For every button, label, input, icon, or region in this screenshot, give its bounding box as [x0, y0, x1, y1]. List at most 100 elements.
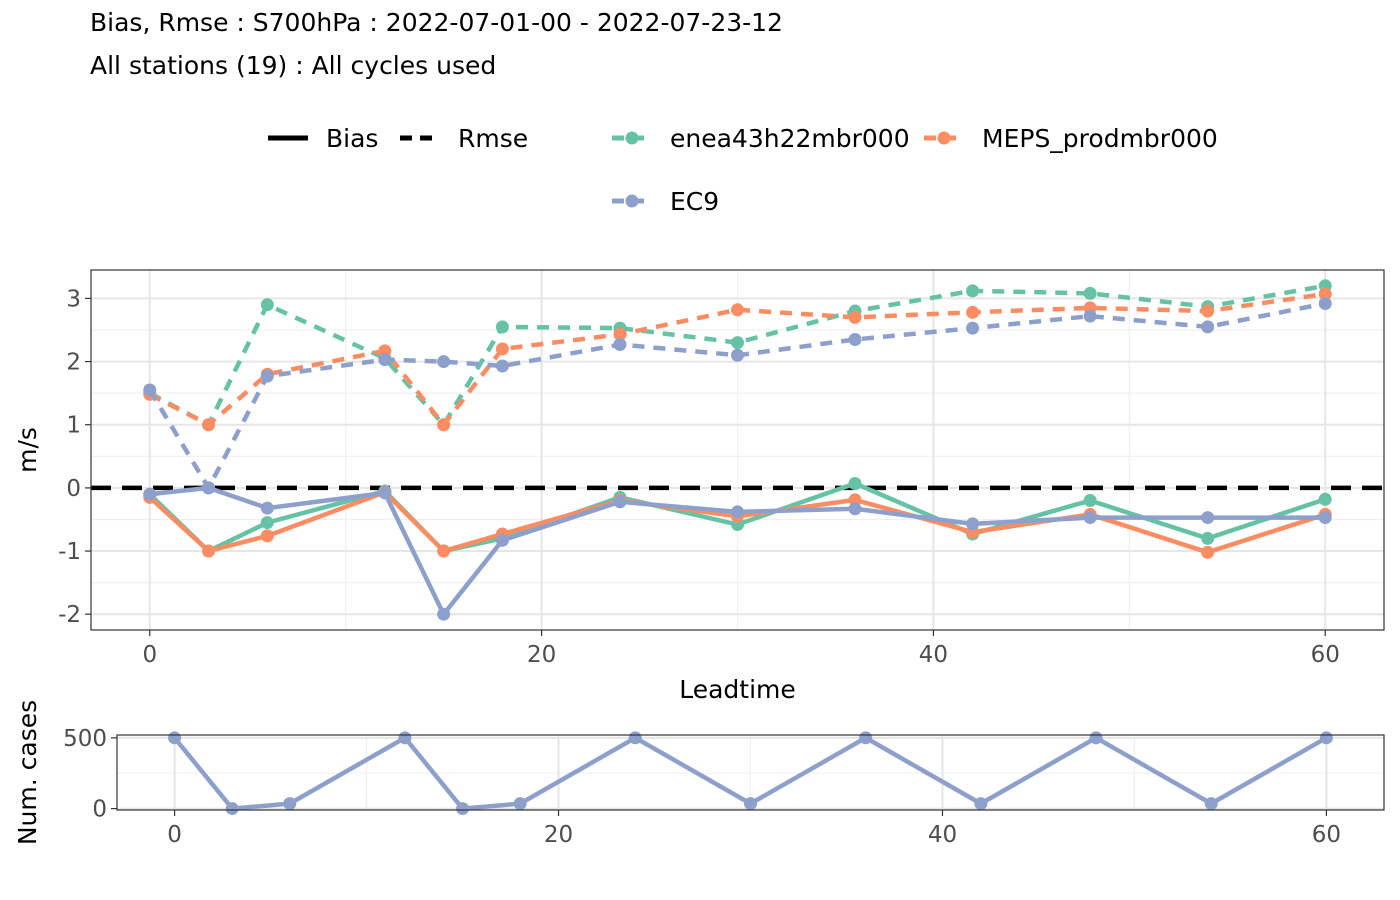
data-point — [731, 348, 744, 362]
data-point — [731, 303, 744, 317]
data-point — [260, 298, 274, 312]
data-point — [202, 544, 216, 558]
data-point — [456, 802, 470, 816]
y-tick-label: 1 — [66, 413, 81, 439]
data-point — [260, 501, 274, 515]
data-point — [437, 355, 451, 369]
data-point — [495, 342, 509, 356]
legend-marker-enea43h22mbr000 — [625, 131, 639, 145]
x-tick-label: 60 — [1311, 642, 1340, 668]
data-point — [1201, 531, 1215, 545]
data-point — [1083, 511, 1097, 525]
data-point — [260, 529, 274, 543]
panel-border — [90, 269, 1385, 631]
data-point — [1319, 731, 1333, 745]
y-tick-label: 3 — [66, 286, 81, 312]
data-point — [744, 797, 757, 811]
x-tick-label: 60 — [1312, 822, 1341, 848]
chart-panel-num-cases: 0 20 40 60 0 500 Num. cases — [13, 700, 1385, 848]
x-axis-label: Leadtime — [679, 675, 796, 704]
y-axis-label: Num. cases — [13, 700, 42, 845]
data-point — [966, 321, 980, 335]
data-point — [495, 320, 509, 334]
data-point — [1201, 511, 1215, 525]
x-tick-label: 20 — [544, 822, 573, 848]
data-point — [1318, 492, 1332, 506]
data-point — [513, 797, 527, 811]
legend-item-rmse: Rmse — [400, 124, 528, 153]
data-point — [966, 517, 980, 531]
y-axis-label: m/s — [13, 427, 42, 473]
data-point — [1318, 296, 1332, 310]
data-point — [613, 495, 627, 509]
data-point — [613, 338, 627, 352]
y-tick-label: -2 — [58, 602, 81, 628]
data-point — [848, 502, 862, 516]
data-point — [143, 383, 157, 397]
data-point — [731, 505, 744, 519]
data-point — [731, 336, 744, 350]
chart-subtitle: All stations (19) : All cycles used — [90, 51, 497, 80]
data-point — [398, 731, 412, 745]
panel-border — [116, 734, 1385, 811]
data-point — [966, 284, 980, 298]
data-point — [260, 369, 274, 383]
data-point — [1083, 309, 1097, 323]
data-point — [1083, 494, 1097, 508]
x-tick-label: 40 — [928, 822, 957, 848]
data-point — [495, 359, 509, 373]
legend-label-rmse: Rmse — [458, 124, 528, 153]
y-tick-label: 0 — [92, 797, 107, 823]
x-tick-label: 20 — [527, 642, 556, 668]
data-point — [495, 533, 509, 547]
legend-label-meps: MEPS_prodmbr000 — [982, 124, 1218, 153]
data-point — [378, 353, 392, 367]
y-tick-label: 500 — [63, 726, 107, 752]
data-point — [1318, 511, 1332, 525]
data-point — [1089, 731, 1103, 745]
data-point — [1204, 797, 1218, 811]
data-point — [437, 418, 451, 432]
data-point — [848, 476, 862, 490]
data-point — [613, 327, 627, 341]
data-point — [168, 731, 182, 745]
data-point — [848, 332, 862, 346]
data-point — [1201, 304, 1215, 318]
data-point — [283, 797, 297, 811]
x-tick-label: 0 — [167, 822, 182, 848]
data-point — [1318, 287, 1332, 301]
data-point — [378, 486, 392, 500]
y-tick-label: 2 — [66, 350, 81, 376]
chart-panel-bias-rmse: 0 20 40 60 -2 -1 0 1 2 3 Leadtime m/s — [13, 269, 1385, 704]
data-point — [859, 731, 873, 745]
chart-title: Bias, Rmse : S700hPa : 2022-07-01-00 - 2… — [90, 8, 783, 37]
legend-marker-ec9 — [625, 194, 639, 208]
legend-item-enea43h22mbr000: enea43h22mbr000 — [612, 124, 910, 153]
data-point — [202, 418, 216, 432]
data-point — [143, 487, 157, 501]
data-point — [437, 544, 451, 558]
legend-marker-meps — [937, 131, 951, 145]
legend: Bias Rmse enea43h22mbr000 MEPS_prodmbr00… — [268, 124, 1218, 216]
x-tick-label: 0 — [142, 642, 157, 668]
x-tick-label: 40 — [919, 642, 948, 668]
data-point — [848, 310, 862, 324]
legend-label-bias: Bias — [326, 124, 378, 153]
data-point — [974, 797, 988, 811]
data-point — [966, 305, 980, 319]
legend-label-enea43h22mbr000: enea43h22mbr000 — [670, 124, 910, 153]
data-point — [225, 802, 239, 816]
legend-item-bias: Bias — [268, 124, 378, 153]
data-point — [437, 607, 451, 621]
legend-item-meps: MEPS_prodmbr000 — [924, 124, 1218, 153]
data-point — [1083, 286, 1097, 300]
data-point — [202, 481, 216, 495]
data-point — [260, 516, 274, 530]
data-point — [1201, 320, 1215, 334]
y-tick-label: -1 — [58, 539, 81, 565]
legend-item-ec9: EC9 — [612, 187, 719, 216]
y-tick-label: 0 — [66, 476, 81, 502]
legend-label-ec9: EC9 — [670, 187, 719, 216]
data-point — [628, 731, 642, 745]
